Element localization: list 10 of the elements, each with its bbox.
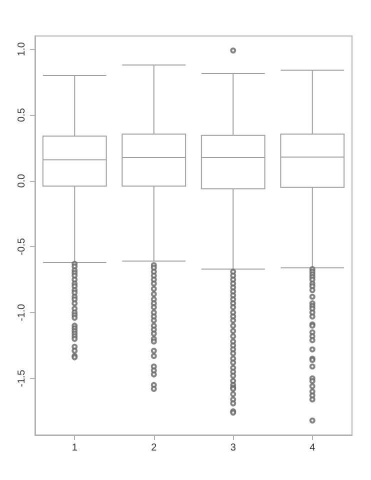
y-tick-label: 1.0 [16,42,28,56]
x-tick-label: 2 [151,442,158,454]
y-tick-label: 0.0 [16,173,28,188]
y-tick-label: -1.0 [16,303,28,322]
y-tick-label: -1.5 [16,369,28,387]
x-tick-label: 3 [230,442,236,454]
x-tick-label: 1 [72,442,78,454]
y-tick-label: 0.5 [16,108,28,122]
y-tick-label: -0.5 [16,238,28,256]
x-tick-label: 4 [310,442,316,454]
